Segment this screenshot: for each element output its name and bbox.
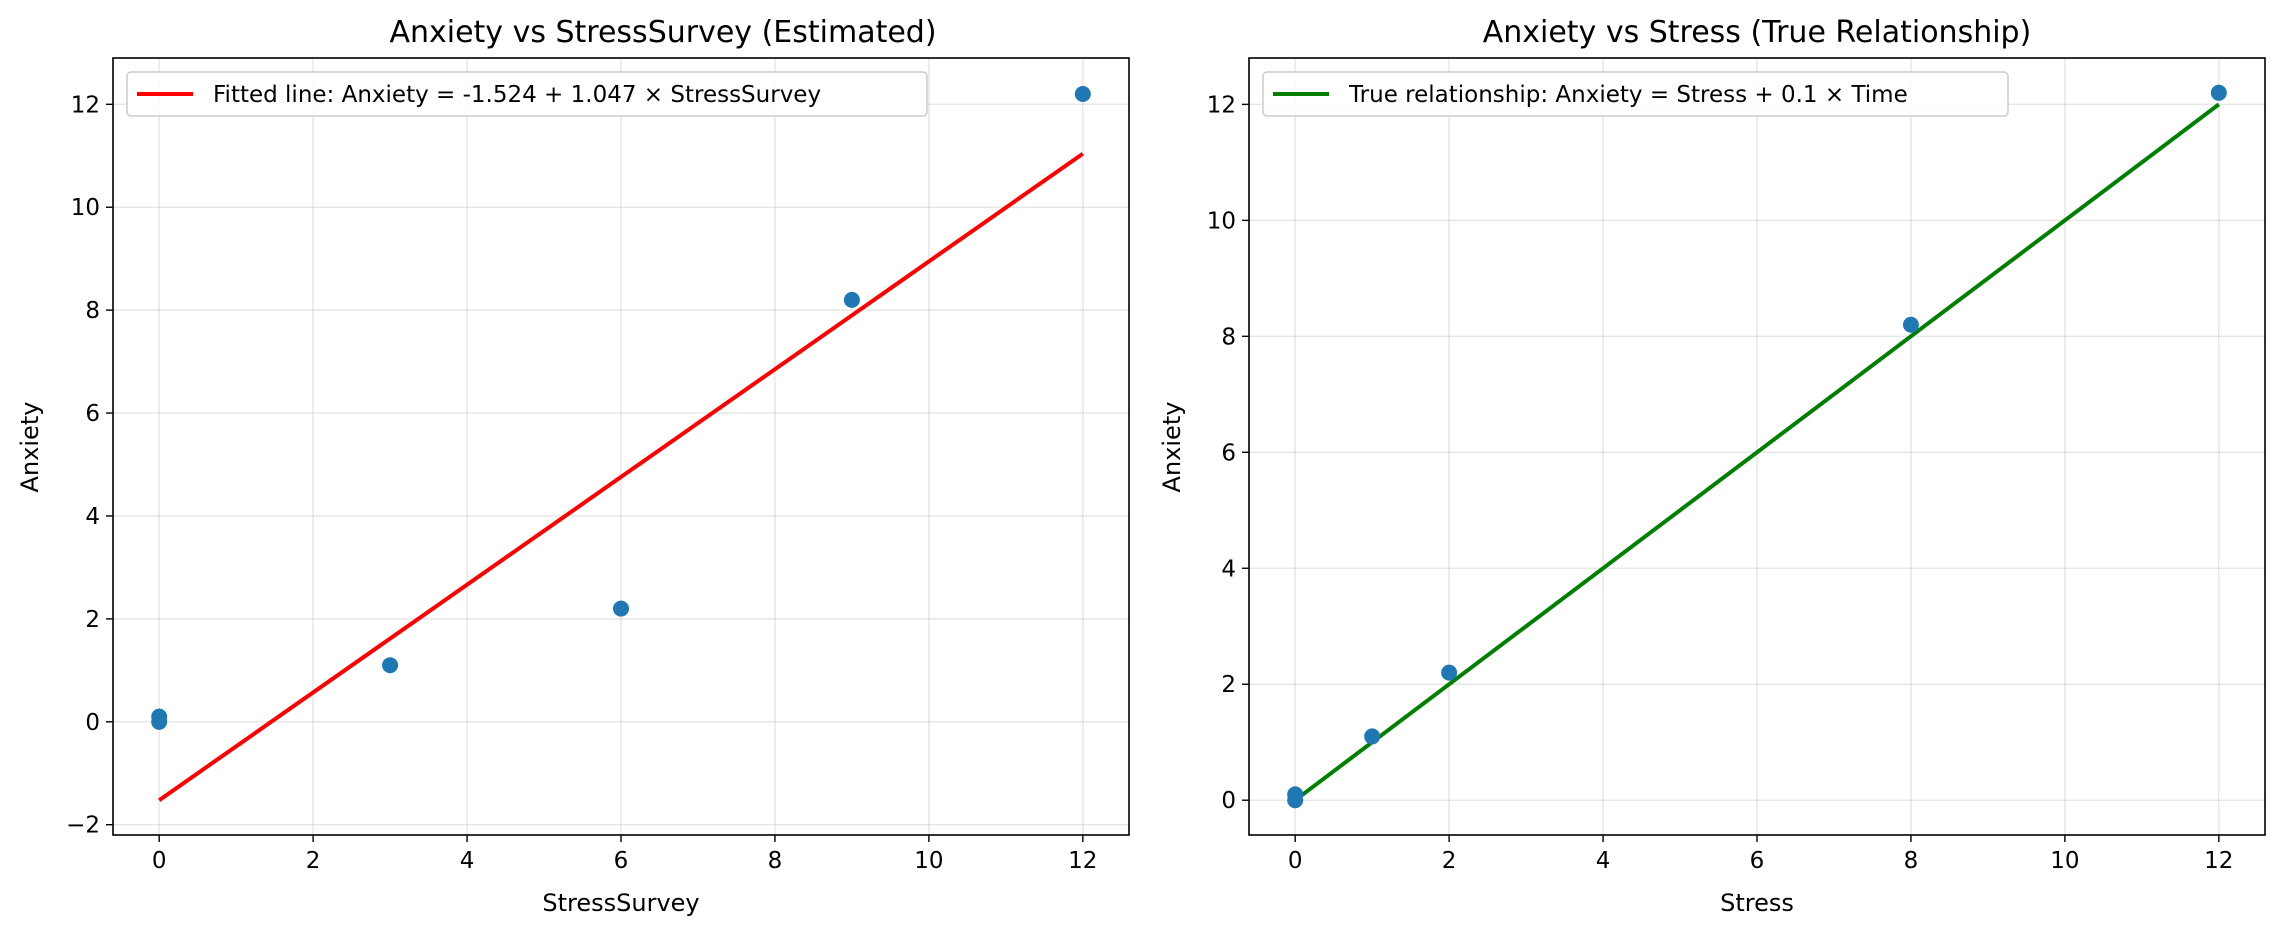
legend: Fitted line: Anxiety = -1.524 + 1.047 × …: [126, 71, 928, 117]
x-tick-label: 8: [1904, 848, 1919, 874]
x-tick-label: 4: [1596, 848, 1611, 874]
data-point: [1364, 728, 1381, 745]
fitted-line: [158, 152, 1084, 802]
x-tick-label: 12: [1068, 848, 1097, 874]
y-tick-label: 8: [1221, 324, 1236, 350]
x-tick-label: 6: [614, 848, 629, 874]
y-axis-label: Anxiety: [16, 402, 44, 493]
x-tick-label: 0: [1288, 848, 1303, 874]
x-axis-label: StressSurvey: [542, 889, 699, 917]
y-tick-label: 0: [85, 710, 100, 736]
legend-box: [1262, 71, 2009, 117]
x-tick-label: 2: [1442, 848, 1457, 874]
y-tick-label: 12: [1207, 92, 1236, 118]
y-tick-label: −2: [66, 813, 100, 839]
x-axis-ticks: 0 2 4 6 8 10 12: [152, 835, 1097, 874]
data-points: [1287, 84, 2227, 809]
x-axis-ticks: 0 2 4 6 8 10 12: [1288, 835, 2233, 874]
data-point: [1074, 86, 1091, 103]
chart-title: Anxiety vs StressSurvey (Estimated): [389, 15, 936, 50]
series-line: [1293, 102, 2221, 802]
true-line: [1293, 102, 2221, 802]
data-point: [151, 713, 168, 730]
x-tick-label: 8: [768, 848, 783, 874]
grid: [113, 58, 1129, 835]
legend-box: [126, 71, 928, 117]
data-point: [2210, 84, 2227, 101]
y-tick-label: 4: [85, 504, 100, 530]
y-axis-ticks: 0 2 4 6 8 10 12: [1207, 92, 1249, 814]
x-tick-label: 10: [914, 848, 943, 874]
data-point: [613, 600, 629, 617]
legend-label: True relationship: Anxiety = Stress + 0.…: [1348, 82, 1908, 108]
data-point: [843, 291, 860, 308]
data-points: [151, 86, 1091, 730]
x-axis-label: Stress: [1720, 889, 1794, 917]
y-tick-label: 4: [1221, 556, 1236, 582]
data-point: [1902, 316, 1919, 333]
x-tick-label: 4: [460, 848, 475, 874]
data-point: [382, 657, 399, 674]
x-tick-label: 6: [1750, 848, 1765, 874]
y-tick-label: 10: [1207, 208, 1236, 234]
y-tick-label: 6: [1221, 440, 1236, 466]
y-tick-label: 8: [85, 298, 100, 324]
x-tick-label: 0: [152, 848, 167, 874]
y-tick-label: 0: [1221, 788, 1236, 814]
y-tick-label: 10: [71, 195, 100, 221]
y-axis-ticks: −2 0 2 4 6 8 10 12: [66, 92, 113, 839]
x-tick-label: 2: [306, 848, 321, 874]
legend-label: Fitted line: Anxiety = -1.524 + 1.047 × …: [213, 82, 821, 108]
chart-title: Anxiety vs Stress (True Relationship): [1483, 15, 2032, 50]
x-tick-label: 10: [2050, 848, 2079, 874]
y-tick-label: 12: [71, 92, 100, 118]
y-tick-label: 2: [1221, 672, 1236, 698]
y-tick-label: 2: [85, 607, 100, 633]
y-axis-label: Anxiety: [1158, 402, 1186, 493]
chart-estimated: Anxiety vs StressSurvey (Estimated) 0 2 4 6…: [16, 15, 1130, 917]
legend: True relationship: Anxiety = Stress + 0.…: [1262, 71, 2009, 117]
series-line: [158, 152, 1084, 802]
chart-true-relationship: Anxiety vs Stress (True Relationship) 0 2…: [1158, 15, 2266, 917]
data-point: [1441, 664, 1458, 681]
data-point: [1287, 792, 1304, 809]
x-tick-label: 12: [2204, 848, 2233, 874]
y-tick-label: 6: [85, 401, 100, 427]
